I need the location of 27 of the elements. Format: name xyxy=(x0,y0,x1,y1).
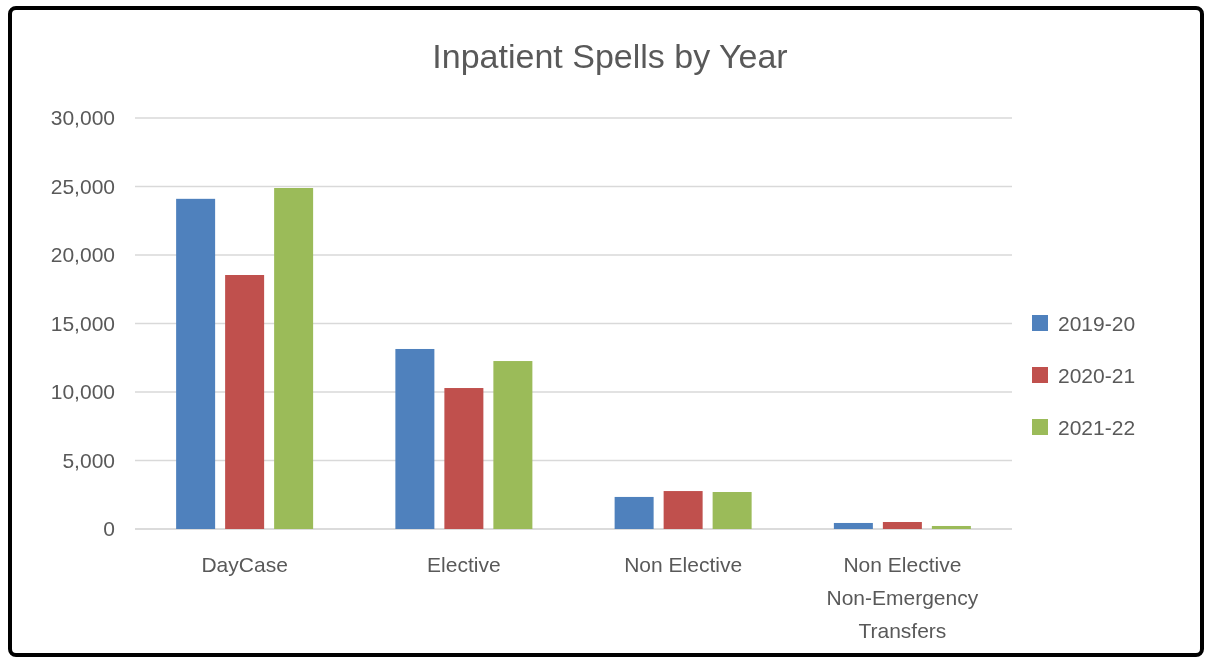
bar xyxy=(444,388,484,529)
bar xyxy=(833,522,873,529)
bar xyxy=(274,188,314,529)
y-tick-label: 5,000 xyxy=(62,448,115,472)
x-tick-label: Non Elective Non-Emergency Transfers xyxy=(826,553,979,642)
bar xyxy=(493,361,533,529)
chart-title: Inpatient Spells by Year xyxy=(432,37,788,75)
bar xyxy=(882,522,922,529)
legend-label: 2020-21 xyxy=(1058,364,1136,387)
bar xyxy=(712,492,752,529)
y-tick-label: 0 xyxy=(103,517,115,541)
bar xyxy=(225,275,265,529)
bar xyxy=(614,496,654,529)
bar xyxy=(663,491,703,529)
bar xyxy=(931,525,971,529)
x-tick-label: Elective xyxy=(427,553,501,576)
x-tick-label: DayCase xyxy=(201,553,288,576)
y-tick-label: 10,000 xyxy=(50,380,115,404)
y-tick-label: 25,000 xyxy=(50,174,115,198)
y-tick-label: 20,000 xyxy=(50,243,115,267)
bar xyxy=(176,198,216,529)
legend-label: 2021-22 xyxy=(1058,416,1136,439)
bar xyxy=(395,348,435,529)
y-tick-label: 15,000 xyxy=(50,311,115,335)
legend-label: 2019-20 xyxy=(1058,312,1136,335)
x-tick-label: Non Elective xyxy=(624,553,743,576)
y-tick-label: 30,000 xyxy=(50,106,115,130)
